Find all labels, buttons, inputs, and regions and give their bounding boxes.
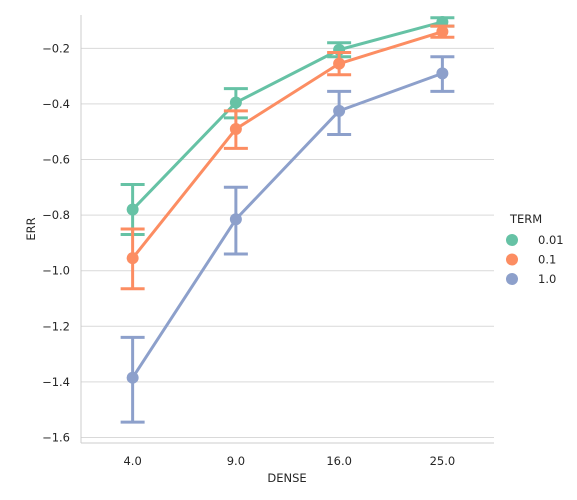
x-axis-label: DENSE (267, 471, 306, 485)
x-tick-label: 4.0 (123, 454, 141, 468)
data-point (229, 96, 242, 109)
data-point (126, 252, 139, 265)
series-line (131, 30, 443, 260)
legend-marker (506, 273, 518, 285)
data-point (126, 203, 139, 216)
legend-marker (506, 253, 518, 266)
x-tick-label: 25.0 (430, 454, 456, 468)
legend-label: 1.0 (538, 272, 556, 286)
data-point (333, 104, 346, 117)
x-tick-label: 9.0 (227, 454, 245, 468)
y-tick-label: −1.4 (42, 375, 70, 389)
series-1.0 (120, 55, 455, 424)
data-point (229, 213, 242, 226)
data-point (436, 67, 449, 80)
y-axis-label: ERR (24, 217, 38, 240)
y-tick-labels: −1.6 −1.4 −1.2 −1.0 −0.8 −0.6 −0.4 −0.2 (42, 41, 70, 444)
series-line (131, 71, 443, 379)
axes (80, 15, 494, 444)
legend-label: 0.01 (538, 233, 564, 247)
x-tick-label: 16.0 (326, 454, 352, 468)
legend-marker (506, 234, 518, 246)
data-point (126, 371, 139, 384)
grid-lines (81, 47, 494, 438)
legend: TERM 0.01 0.1 1.0 (506, 212, 564, 286)
data-point (333, 57, 346, 70)
series-0.1 (120, 24, 455, 291)
y-tick-label: −0.4 (42, 97, 70, 111)
data-point (436, 25, 449, 38)
data-point (229, 122, 242, 135)
y-tick-label: −1.0 (42, 264, 70, 278)
y-tick-label: −1.2 (42, 319, 70, 333)
y-tick-label: −0.8 (42, 208, 70, 222)
legend-label: 0.1 (538, 253, 556, 267)
y-tick-label: −0.2 (42, 41, 70, 55)
legend-title: TERM (509, 212, 542, 226)
series-layer (120, 15, 455, 424)
series-line (131, 20, 443, 211)
x-tick-labels: 4.0 9.0 16.0 25.0 (123, 454, 455, 468)
y-tick-label: −0.6 (42, 153, 70, 167)
y-tick-label: −1.6 (42, 430, 70, 444)
